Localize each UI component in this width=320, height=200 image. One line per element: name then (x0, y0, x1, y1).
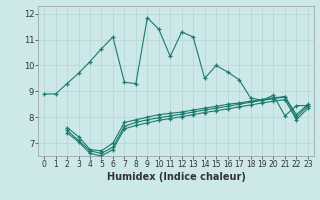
X-axis label: Humidex (Indice chaleur): Humidex (Indice chaleur) (107, 172, 245, 182)
